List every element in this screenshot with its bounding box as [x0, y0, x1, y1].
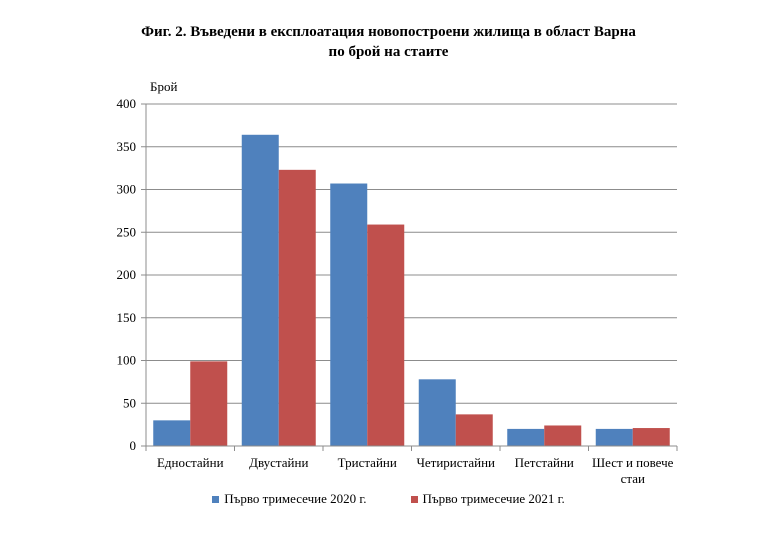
- gridlines: [146, 103, 677, 404]
- y-tick-label: 250: [117, 224, 137, 239]
- bar: [455, 414, 493, 446]
- x-tick-label-line: стаи: [621, 471, 645, 486]
- y-tick-label: 200: [117, 267, 137, 282]
- legend-label-2021: Първо тримесечие 2021 г.: [422, 491, 565, 506]
- x-tick-label: Тристайни: [338, 455, 397, 470]
- bar: [241, 134, 279, 446]
- chart-title: Фиг. 2. Въведени в експлоатация новопост…: [0, 22, 777, 62]
- x-tick-label: Четиристайни: [416, 455, 495, 470]
- x-tick-label: Едностайни: [157, 455, 224, 470]
- x-tick-label: Шест и повече стаи: [592, 455, 674, 486]
- y-tick-label: 300: [117, 182, 137, 197]
- y-tick-label: 50: [123, 395, 136, 410]
- legend-swatch-2020: [212, 495, 220, 503]
- y-axis-label: Брой: [150, 79, 177, 94]
- y-tick-label: 150: [117, 310, 137, 325]
- legend: Първо тримесечие 2020 г. Първо тримесечи…: [0, 490, 777, 508]
- chart-title-line-2: по брой на стаите: [328, 44, 449, 60]
- y-tick-label: 100: [117, 353, 137, 368]
- bar: [507, 428, 545, 446]
- bar: [418, 379, 456, 446]
- x-tick-labels: Едностайни Двустайни Тристайни Четиристайни…: [157, 455, 674, 486]
- bar: [153, 420, 191, 446]
- legend-item-2021: Първо тримесечие 2021 г.: [410, 490, 565, 508]
- y-tick-label: 350: [117, 139, 137, 154]
- legend-label-2020: Първо тримесечие 2020 г.: [224, 491, 367, 506]
- y-tick-labels: 0 50 100 150 200 250 300 350 400: [117, 96, 137, 453]
- x-tick-label-line: Тристайни: [338, 455, 397, 470]
- bar: [367, 224, 405, 446]
- bar: [278, 169, 316, 446]
- chart-title-line-1: Фиг. 2. Въведени в експлоатация новопост…: [141, 24, 636, 40]
- y-tick-label: 400: [117, 96, 137, 111]
- bar: [190, 361, 228, 446]
- bar: [330, 183, 368, 446]
- legend-swatch-2021: [410, 495, 418, 503]
- x-tick-label-line: Четиристайни: [416, 455, 495, 470]
- x-tick-label-line: Шест и повече: [592, 455, 674, 470]
- bar: [595, 428, 633, 446]
- x-tick-label: Двустайни: [249, 455, 308, 470]
- x-tick-label-line: Двустайни: [249, 455, 308, 470]
- bars: [153, 134, 670, 446]
- y-tick-label: 0: [130, 438, 137, 453]
- x-tick-label: Петстайни: [515, 455, 574, 470]
- bar: [632, 428, 670, 446]
- axes: [141, 103, 678, 451]
- x-tick-label-line: Петстайни: [515, 455, 574, 470]
- legend-item-2020: Първо тримесечие 2020 г.: [212, 490, 367, 508]
- x-tick-label-line: Едностайни: [157, 455, 224, 470]
- bar: [544, 425, 582, 446]
